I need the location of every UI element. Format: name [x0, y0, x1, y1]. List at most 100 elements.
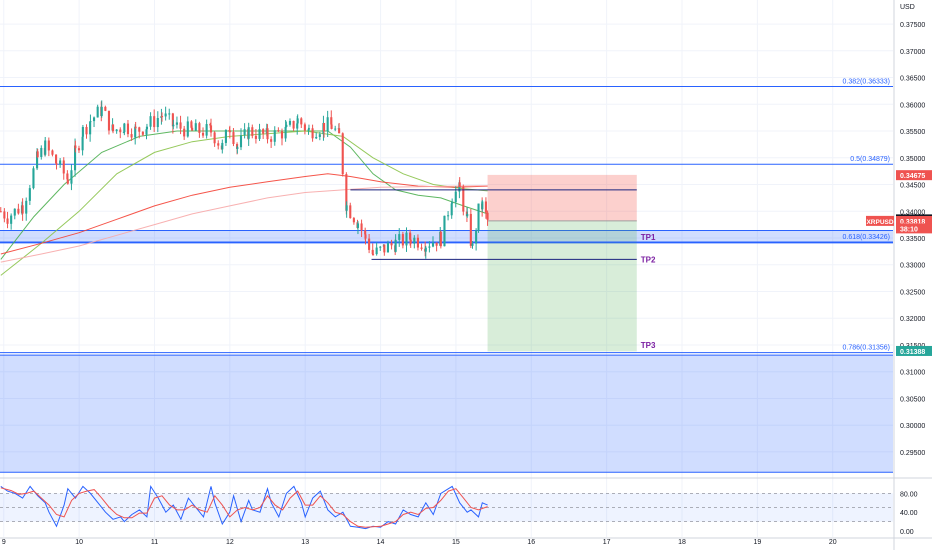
candle-body: [345, 174, 348, 211]
candle-body: [6, 218, 9, 224]
time-tick-label: 17: [603, 539, 611, 546]
candle-body: [198, 123, 201, 133]
moving-average-line: [0, 130, 488, 260]
candle-body: [451, 202, 454, 204]
candle-body: [183, 128, 186, 137]
candle-body: [390, 243, 393, 246]
time-tick-label: 14: [377, 539, 385, 546]
fib-retracement[interactable]: 0.382(0.36333) 0.5(0.34879) 0.618(0.33426)…: [0, 78, 893, 354]
candle-body: [172, 124, 175, 127]
candle-body: [401, 234, 404, 246]
stoch-series-line: [0, 487, 488, 528]
candle-body: [330, 124, 333, 129]
candle-body: [186, 121, 189, 137]
candle-body: [111, 124, 115, 132]
candle-body: [28, 188, 31, 201]
price-tick-label: 0.36500: [900, 76, 925, 83]
fib-level-label: 0.5(0.34879): [850, 156, 890, 163]
price-tick-label: 0.33000: [900, 263, 925, 270]
zone-rect: [0, 355, 893, 473]
candle-body: [386, 243, 390, 253]
candle-body: [285, 124, 288, 127]
price-label: 0.31388: [900, 349, 925, 356]
candle-body: [360, 223, 363, 231]
candle-body: [74, 145, 77, 149]
candle-body: [209, 124, 212, 126]
price-tick-label: 0.30500: [900, 396, 925, 403]
candle-body: [258, 129, 261, 139]
candle-body: [36, 151, 39, 157]
price-label: 38:10: [900, 226, 918, 233]
candle-body: [413, 237, 416, 244]
fib-level-label: 0.786(0.31356): [843, 345, 890, 352]
candle-body: [81, 126, 84, 137]
stop-loss-zone[interactable]: [487, 174, 637, 221]
drawing-lines[interactable]: [350, 189, 637, 260]
price-tick-label: 0.29500: [900, 450, 925, 457]
candle-body: [475, 230, 478, 244]
candle-body: [318, 134, 321, 137]
take-profit-zone[interactable]: [487, 220, 637, 352]
candle-body: [221, 142, 224, 150]
candle-body: [447, 215, 450, 217]
candle-body: [73, 145, 77, 171]
price-tick-label: 0.35500: [900, 129, 925, 136]
candle-body: [156, 118, 159, 128]
candle-body: [379, 246, 382, 248]
time-tick-label: 9: [2, 539, 6, 546]
candle-body: [466, 213, 469, 217]
candle-body: [44, 140, 47, 155]
moving-average-line: [0, 173, 488, 255]
zones: [0, 230, 893, 473]
candle-body: [352, 218, 355, 223]
stoch-rsi-pane: 0.00 40.00 80.00: [0, 484, 918, 536]
candle-body: [115, 129, 118, 132]
candle-body: [481, 201, 484, 210]
candle-body: [484, 201, 487, 213]
price-tick-label: 0.33500: [900, 236, 925, 243]
candle-body: [191, 127, 194, 131]
candle-body: [96, 106, 99, 118]
candle-body: [270, 139, 273, 142]
price-tick-label: 0.32000: [900, 316, 925, 323]
candle-body: [51, 150, 54, 155]
candle-body: [194, 123, 197, 131]
time-tick-label: 19: [753, 539, 761, 546]
candle-body: [338, 128, 341, 134]
candle-body: [345, 205, 348, 211]
candle-body: [36, 151, 39, 169]
candle-body: [239, 135, 243, 148]
candles: [0, 100, 489, 259]
candle-body: [477, 203, 480, 231]
price-tick-label: 0.35000: [900, 156, 925, 163]
candle-body: [134, 126, 137, 128]
time-tick-label: 15: [452, 539, 460, 546]
fib-level-label: 0.618(0.33426): [843, 234, 890, 241]
candle-body: [141, 131, 144, 135]
target-labels: TP1 TP2 TP3: [641, 233, 656, 350]
candle-body: [311, 128, 314, 139]
price-tick-label: 0.37500: [900, 22, 925, 29]
candle-body: [17, 208, 20, 214]
time-axis[interactable]: 9 10 11 12 13 14 15 16 17 18 19 20: [2, 539, 837, 546]
candle-body: [280, 131, 284, 139]
candle-body: [236, 147, 239, 149]
candle-body: [383, 244, 386, 253]
candle-body: [443, 215, 446, 247]
currency-label: USD: [900, 4, 915, 11]
stoch-tick-label: 40.00: [900, 510, 918, 517]
candle-body: [462, 187, 465, 212]
candle-body: [450, 203, 453, 216]
candle-body: [92, 117, 96, 122]
candle-body: [409, 239, 412, 244]
candle-body: [10, 215, 13, 224]
price-label: 0.33818: [900, 219, 925, 226]
candle-body: [471, 243, 474, 246]
short-position[interactable]: [487, 174, 637, 352]
time-tick-label: 16: [527, 539, 535, 546]
candle-body: [307, 128, 311, 130]
candle-body: [266, 128, 269, 140]
candle-body: [100, 106, 103, 116]
